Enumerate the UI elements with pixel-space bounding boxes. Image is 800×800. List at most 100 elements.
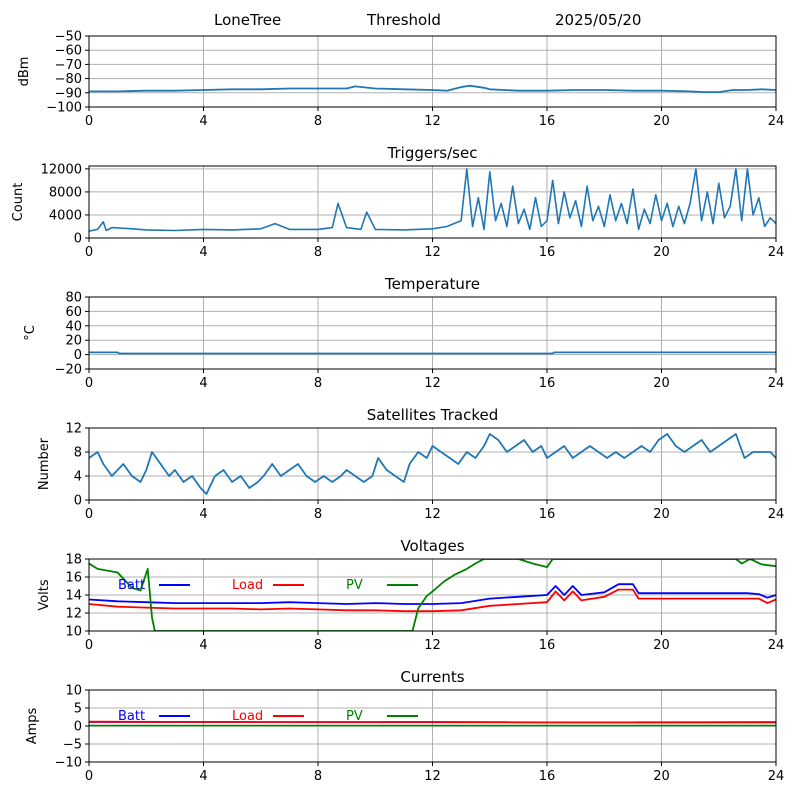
x-tick-label: 12 — [424, 114, 441, 129]
y-tick-label: 0 — [74, 348, 82, 363]
y-tick-label: 0 — [74, 720, 82, 735]
y-tick-label: 8000 — [49, 185, 82, 200]
y-tick-label: 5 — [74, 702, 82, 717]
x-tick-label: 0 — [85, 638, 93, 653]
x-tick-label: 20 — [653, 245, 670, 260]
x-tick-label: 12 — [424, 507, 441, 522]
y-tick-label: −20 — [55, 363, 82, 378]
x-tick-label: 20 — [653, 769, 670, 784]
x-tick-label: 8 — [314, 769, 322, 784]
header-mode: Threshold — [367, 11, 441, 29]
x-tick-label: 12 — [424, 638, 441, 653]
panel-satellites: 0 4 8 12 16 20 24 0 4 8 12 Satellites Tracked Number — [37, 406, 784, 522]
panel-currents: 0 4 8 12 16 20 24 −10 −5 0 5 10 Currents Amps Batt Load… — [25, 668, 784, 784]
x-tick-label: 8 — [314, 638, 322, 653]
panel-title: Satellites Tracked — [367, 406, 498, 424]
legend-label-batt: Batt — [118, 578, 145, 593]
y-tick-label: 60 — [65, 305, 82, 320]
series-line-0 — [89, 351, 776, 355]
x-tick-label: 4 — [199, 114, 207, 129]
y-axis-label: Number — [37, 437, 52, 490]
y-tick-label: −50 — [55, 30, 82, 45]
x-tick-label: 24 — [768, 638, 785, 653]
y-tick-label: 14 — [65, 589, 82, 604]
x-tick-label: 16 — [539, 114, 556, 129]
x-tick-label: 4 — [199, 769, 207, 784]
x-tick-label: 4 — [199, 376, 207, 391]
y-tick-label: 80 — [65, 291, 82, 306]
series-group — [89, 433, 776, 495]
x-tick-label: 8 — [314, 376, 322, 391]
series-line-0 — [89, 433, 776, 495]
y-tick-label: 20 — [65, 334, 82, 349]
x-tick-label: 4 — [199, 507, 207, 522]
y-tick-label: 12000 — [41, 162, 82, 177]
x-tick-label: 0 — [85, 507, 93, 522]
x-tick-label: 16 — [539, 769, 556, 784]
panel-title: Triggers/sec — [387, 144, 478, 162]
y-tick-label: −10 — [55, 756, 82, 771]
y-tick-label: −60 — [55, 44, 82, 59]
y-tick-label: −5 — [63, 738, 82, 753]
series-line-load — [89, 588, 776, 613]
y-tick-label: 0 — [74, 232, 82, 247]
y-tick-label: 18 — [65, 553, 82, 568]
x-tick-label: 8 — [314, 114, 322, 129]
series-line-0 — [89, 84, 776, 93]
y-tick-label: 40 — [65, 319, 82, 334]
y-tick-label: −80 — [55, 72, 82, 87]
y-tick-label: 10 — [65, 625, 82, 640]
series-group — [89, 351, 776, 355]
y-tick-label: −100 — [46, 101, 82, 116]
series-line-0 — [89, 168, 776, 232]
x-tick-label: 24 — [768, 769, 785, 784]
y-tick-label: −90 — [55, 86, 82, 101]
x-tick-label: 8 — [314, 245, 322, 260]
panel-title: Temperature — [384, 275, 480, 293]
series-line-batt — [89, 583, 776, 605]
y-axis-label: Count — [11, 183, 26, 222]
x-tick-label: 20 — [653, 638, 670, 653]
y-tick-label: 16 — [65, 571, 82, 586]
x-tick-label: 16 — [539, 376, 556, 391]
series-group — [89, 720, 776, 727]
x-tick-label: 20 — [653, 376, 670, 391]
y-axis-label: °C — [23, 325, 38, 341]
x-tick-label: 12 — [424, 376, 441, 391]
x-tick-label: 20 — [653, 114, 670, 129]
x-tick-label: 12 — [424, 245, 441, 260]
x-tick-label: 24 — [768, 114, 785, 129]
x-tick-label: 0 — [85, 114, 93, 129]
y-tick-label: 4 — [74, 470, 82, 485]
x-tick-label: 12 — [424, 769, 441, 784]
panel-voltages: 0 4 8 12 16 20 24 10 12 14 16 18 Voltages Volts Batt Lo… — [37, 537, 784, 653]
series-group — [89, 559, 776, 631]
y-axis-label: Amps — [25, 707, 40, 744]
series-line-pv — [89, 559, 776, 631]
panel-title: Voltages — [400, 537, 464, 555]
panel-triggers: 0 4 8 12 16 20 24 0 4000 8000 12000 Triggers/sec Cou… — [11, 144, 784, 260]
y-axis-label: dBm — [17, 57, 32, 87]
panel-rssi: 0 4 8 12 16 20 24 −100−90−80−70−60−50 dBm — [17, 30, 784, 130]
series-line-load — [89, 720, 776, 724]
y-tick-label: 10 — [65, 684, 82, 699]
y-tick-label: 0 — [74, 494, 82, 509]
panel-title: Currents — [400, 668, 464, 686]
y-tick-label: 12 — [65, 422, 82, 437]
y-tick-label: 4000 — [49, 208, 82, 223]
x-tick-label: 16 — [539, 638, 556, 653]
x-tick-label: 0 — [85, 245, 93, 260]
series-group — [89, 168, 776, 232]
legend-label-pv: PV — [346, 578, 363, 593]
header-date: 2025/05/20 — [555, 11, 642, 29]
header-site: LoneTree — [214, 11, 282, 29]
legend-label-pv: PV — [346, 709, 363, 724]
y-axis-label: Volts — [37, 579, 52, 611]
x-tick-label: 16 — [539, 507, 556, 522]
header-row: LoneTree Threshold 2025/05/20 — [0, 0, 800, 36]
x-tick-label: 4 — [199, 638, 207, 653]
x-tick-label: 24 — [768, 245, 785, 260]
x-tick-label: 24 — [768, 507, 785, 522]
